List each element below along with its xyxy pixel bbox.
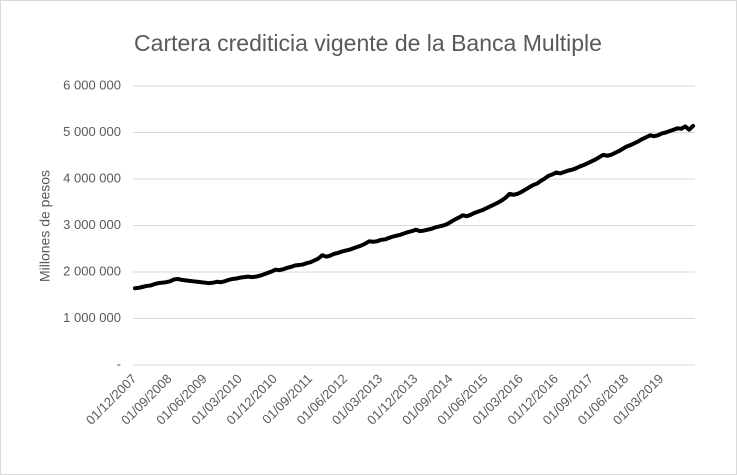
y-axis-label: Millones de pesos bbox=[37, 170, 53, 282]
data-line bbox=[132, 123, 696, 291]
y-tick-label: - bbox=[117, 356, 121, 371]
y-tick-label: 1 000 000 bbox=[63, 310, 121, 325]
y-tick-label: 2 000 000 bbox=[63, 263, 121, 278]
y-tick-label: 6 000 000 bbox=[63, 77, 121, 92]
y-tick-label: 4 000 000 bbox=[63, 170, 121, 185]
y-tick-label: 3 000 000 bbox=[63, 217, 121, 232]
chart-title: Cartera crediticia vigente de la Banca M… bbox=[134, 30, 602, 56]
y-tick-label: 5 000 000 bbox=[63, 124, 121, 139]
